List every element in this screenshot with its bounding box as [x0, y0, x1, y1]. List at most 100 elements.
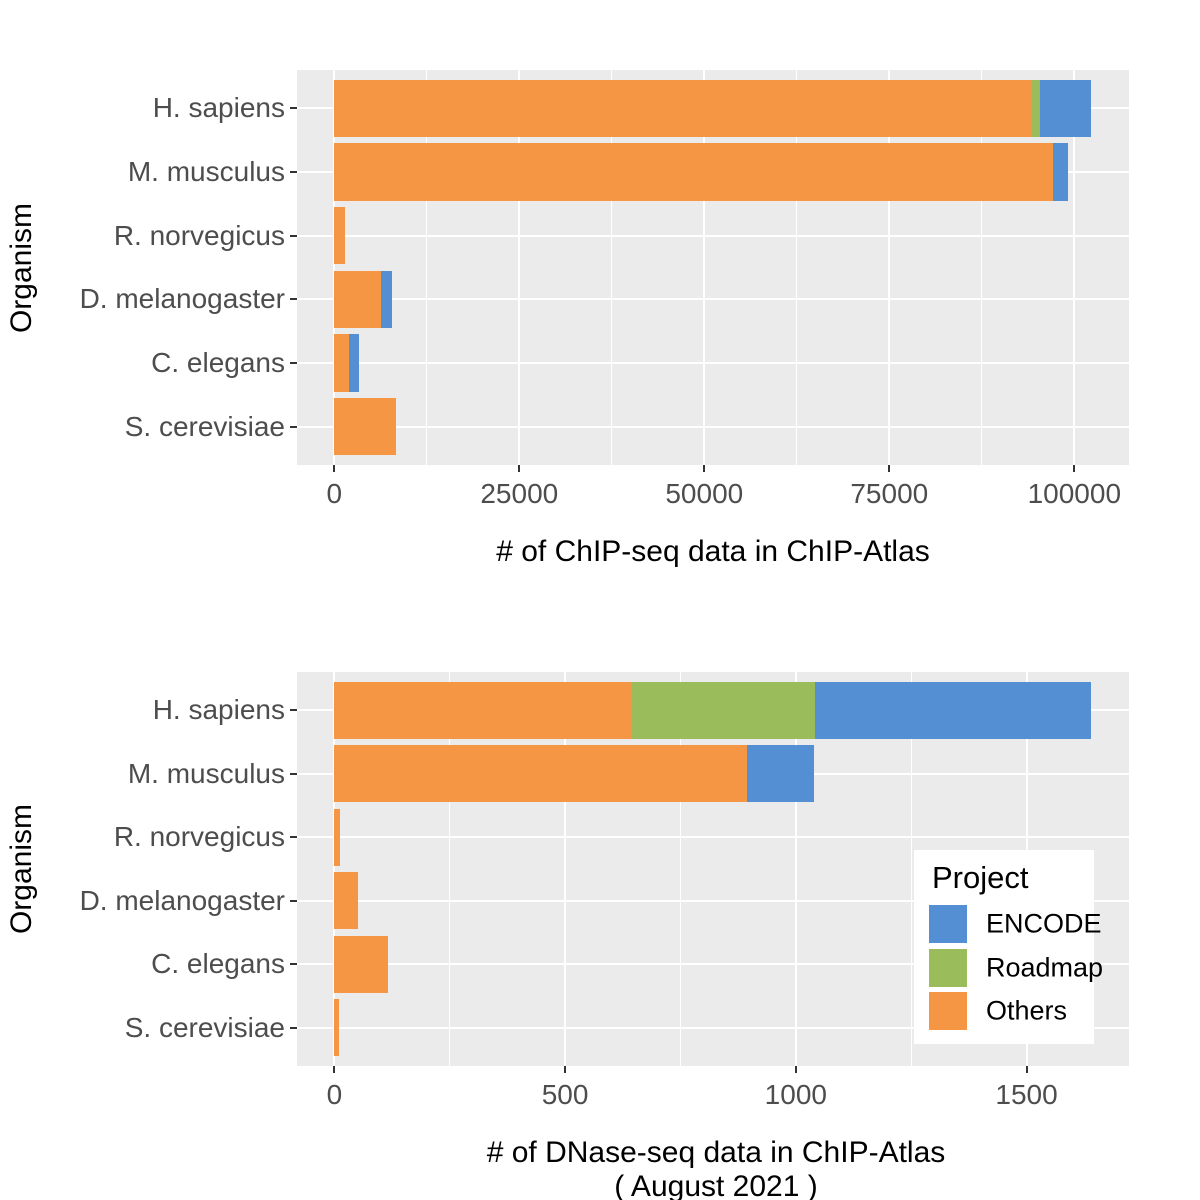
legend-swatch-others: [929, 992, 967, 1030]
y-category-label-c-elegans: C. elegans: [151, 347, 285, 379]
gridline-major-v: [333, 672, 336, 1066]
gridline-major-h: [297, 899, 1129, 902]
y-tick-mark: [290, 709, 297, 712]
bar-segment-c-elegans-others: [334, 334, 350, 392]
gridline-major-v: [1073, 70, 1076, 465]
gridline-minor-v: [910, 672, 912, 1066]
y-category-label-h-sapiens: H. sapiens: [152, 694, 285, 726]
gridline-major-h: [297, 425, 1129, 428]
x-tick-mark: [703, 465, 706, 472]
bar-segment-m-musculus-encode: [1052, 143, 1069, 201]
y-category-label-r-norvegicus: R. norvegicus: [113, 821, 285, 853]
gridline-major-v: [888, 70, 891, 465]
gridline-minor-v: [796, 70, 798, 465]
y-category-label-c-elegans: C. elegans: [151, 948, 285, 980]
bar-segment-h-sapiens-roadmap: [1032, 79, 1041, 137]
gridline-minor-v: [449, 672, 451, 1066]
y-category-label-r-norvegicus: R. norvegicus: [113, 219, 285, 251]
bar-segment-m-musculus-encode: [747, 745, 815, 803]
y-category-label-d-melanogaster: D. melanogaster: [79, 884, 285, 916]
bar-segment-h-sapiens-others: [334, 79, 1033, 137]
dnaseseq-y-axis-title: Organism: [5, 803, 38, 935]
gridline-major-v: [794, 672, 797, 1066]
y-tick-mark: [290, 899, 297, 902]
x-tick-label: 50000: [665, 478, 744, 509]
legend-swatch-encode: [929, 905, 967, 943]
bar-segment-m-musculus-others: [334, 143, 1053, 201]
legend: Project ENCODE Roadmap Others: [914, 850, 1103, 1044]
x-tick-mark: [564, 1066, 567, 1073]
gridline-major-h: [297, 963, 1129, 966]
gridline-minor-v: [426, 70, 428, 465]
x-tick-mark: [888, 465, 891, 472]
y-tick-mark: [290, 836, 297, 839]
x-tick-label: 500: [541, 1079, 589, 1110]
y-tick-mark: [290, 425, 297, 428]
legend-title: Project: [932, 860, 1029, 895]
gridline-minor-v: [611, 70, 613, 465]
y-tick-mark: [290, 107, 297, 110]
x-tick-label: 25000: [480, 478, 559, 509]
y-tick-mark: [290, 234, 297, 237]
bar-segment-h-sapiens-encode: [1040, 79, 1092, 137]
gridline-major-v: [564, 672, 567, 1066]
gridline-major-h: [297, 1026, 1129, 1029]
x-tick-mark: [333, 465, 336, 472]
x-tick-mark: [333, 1066, 336, 1073]
bar-segment-c-elegans-others: [334, 935, 389, 993]
y-tick-mark: [290, 362, 297, 365]
bar-segment-h-sapiens-roadmap: [632, 681, 816, 739]
x-tick-mark: [518, 465, 521, 472]
bar-segment-m-musculus-others: [334, 745, 748, 803]
y-tick-mark: [290, 772, 297, 775]
bar-segment-d-melanogaster-others: [334, 872, 359, 930]
bar-segment-h-sapiens-encode: [815, 681, 1092, 739]
legend-swatch-roadmap: [929, 948, 967, 987]
bar-segment-r-norvegicus-others: [334, 206, 345, 265]
legend-label-encode: ENCODE: [986, 908, 1102, 939]
y-category-label-m-musculus: M. musculus: [127, 155, 285, 187]
gridline-major-h: [297, 836, 1129, 839]
bar-segment-h-sapiens-others: [334, 681, 632, 739]
gridline-minor-v: [679, 672, 681, 1066]
x-tick-mark: [794, 1066, 797, 1073]
bar-segment-d-melanogaster-encode: [381, 270, 393, 328]
bar-segment-d-melanogaster-others: [334, 270, 382, 328]
y-tick-mark: [290, 298, 297, 301]
x-tick-label: 1500: [995, 1079, 1058, 1110]
chipseq-x-axis-title: # of ChIP-seq data in ChIP-Atlas: [496, 535, 930, 568]
chipseq-y-axis-title: Organism: [5, 202, 38, 334]
x-tick-label: 100000: [1027, 478, 1122, 509]
x-tick-label: 75000: [850, 478, 929, 509]
y-category-label-d-melanogaster: D. melanogaster: [79, 283, 285, 315]
x-tick-label: 1000: [764, 1079, 827, 1110]
bar-segment-c-elegans-encode: [349, 334, 359, 392]
dnaseseq-x-axis-title: # of DNase-seq data in ChIP-Atlas: [486, 1136, 946, 1169]
gridline-major-h: [297, 298, 1129, 301]
x-tick-mark: [1025, 1066, 1028, 1073]
y-tick-mark: [290, 1026, 297, 1029]
legend-label-roadmap: Roadmap: [986, 952, 1104, 982]
y-tick-mark: [290, 170, 297, 173]
gridline-major-h: [297, 362, 1129, 365]
gridline-major-v: [333, 70, 336, 465]
chipseq-plot-panel: [297, 70, 1129, 465]
legend-label-others: Others: [986, 995, 1068, 1026]
x-tick-label: 0: [326, 1079, 343, 1110]
y-category-label-s-cerevisiae: S. cerevisiae: [124, 410, 285, 442]
gridline-major-v: [518, 70, 521, 465]
x-tick-mark: [1073, 465, 1076, 472]
gridline-major-h: [297, 234, 1129, 237]
bar-segment-s-cerevisiae-others: [334, 999, 339, 1057]
gridline-major-v: [703, 70, 706, 465]
y-category-label-s-cerevisiae: S. cerevisiae: [124, 1011, 285, 1043]
y-tick-mark: [290, 963, 297, 966]
gridline-minor-v: [981, 70, 983, 465]
dnaseseq-x-axis-subtitle: ( August 2021 ): [614, 1170, 818, 1200]
x-tick-label: 0: [326, 478, 343, 509]
bar-segment-r-norvegicus-others: [334, 808, 341, 866]
bar-segment-s-cerevisiae-others: [334, 398, 397, 456]
y-category-label-h-sapiens: H. sapiens: [152, 92, 285, 124]
y-category-label-m-musculus: M. musculus: [127, 757, 285, 789]
